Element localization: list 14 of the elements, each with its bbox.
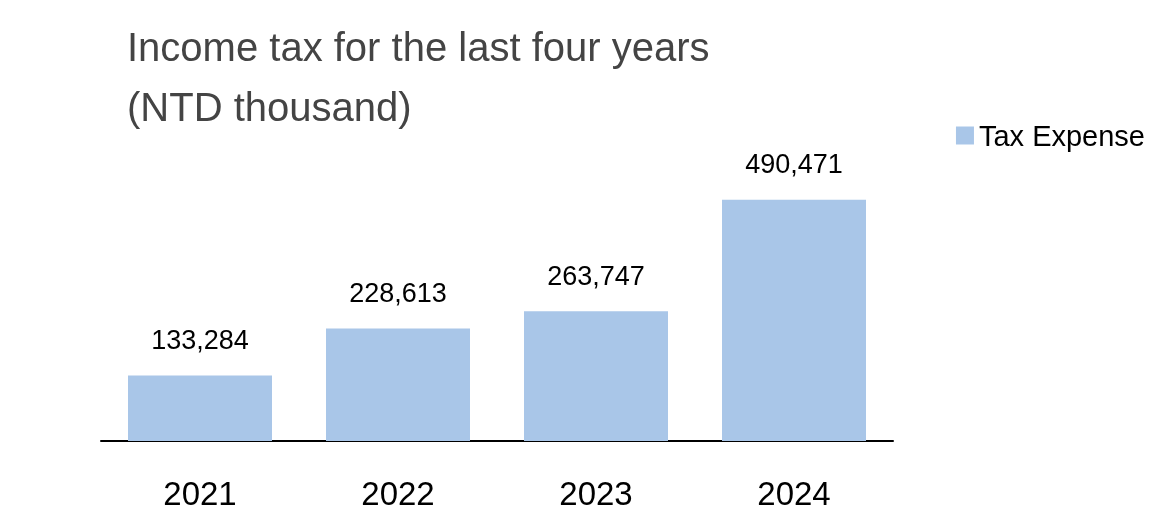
data-label: 228,613 [349,278,447,309]
x-tick-label: 2023 [559,475,633,512]
bar [722,199,866,441]
x-tick-label: 2021 [163,475,237,512]
x-tick-label: 2022 [361,475,435,512]
bar [128,375,272,441]
legend-label: Tax Expense [978,119,1145,152]
bar [326,328,470,441]
data-label: 263,747 [547,260,645,291]
x-tick-label: 2024 [757,475,831,512]
data-label: 133,284 [151,324,249,355]
data-label: 490,471 [745,149,843,180]
chart-title: Income tax for the last four years (NTD thousand) [127,25,710,129]
bar [524,311,668,441]
